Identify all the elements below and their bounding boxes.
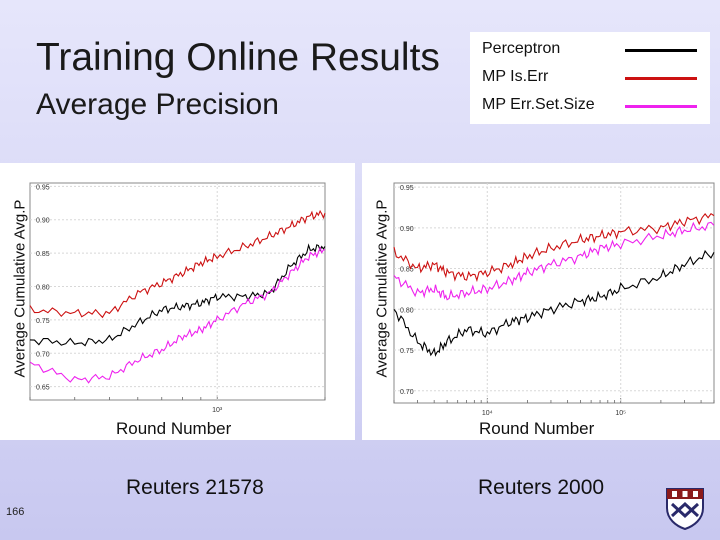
y-tick-label: 0.80	[36, 284, 50, 291]
y-tick-label: 0.65	[36, 385, 50, 392]
legend-swatch	[625, 77, 697, 80]
x-tick-label: 10⁴	[482, 410, 493, 417]
legend: Perceptron MP Is.Err MP Err.Set.Size	[470, 32, 710, 124]
y-tick-label: 0.70	[36, 351, 50, 358]
y-tick-label: 0.75	[36, 318, 50, 325]
y-tick-label: 0.95	[36, 184, 50, 191]
plot-area	[393, 182, 715, 404]
x-tick-label: 10³	[212, 407, 223, 414]
slide-subtitle: Average Precision	[36, 88, 279, 121]
series-line-perceptron	[29, 243, 326, 347]
chart-reuters-21578: 0.65 0.70 0.75 0.80 0.85 0.90 0.95 10³	[29, 182, 326, 414]
legend-swatch	[625, 49, 697, 52]
series-line-mp-err-set-size	[393, 221, 715, 301]
series-line-mp-err-set-size	[29, 246, 326, 384]
series-line-mp-is-err	[29, 209, 326, 319]
x-tick-label: 10⁵	[615, 410, 626, 417]
chart-reuters-2000: 0.70 0.75 0.80 0.85 0.90 0.95 10⁴ 10⁵	[393, 182, 715, 417]
plot-area	[29, 182, 326, 401]
y-tick-label: 0.90	[400, 226, 414, 233]
y-axis-label: Average Cumulative Avg.P	[373, 199, 391, 378]
chart-panel-reuters-21578: 0.65 0.70 0.75 0.80 0.85 0.90 0.95 10³ Average …	[0, 163, 355, 440]
y-tick-label: 0.85	[36, 251, 50, 258]
y-tick-label: 0.90	[36, 218, 50, 225]
y-tick-label: 0.85	[400, 267, 414, 274]
chart-caption-reuters-2000: Reuters 2000	[478, 476, 605, 499]
legend-item-perceptron: Perceptron	[470, 36, 710, 64]
y-tick-label: 0.75	[400, 348, 414, 355]
y-tick-label: 0.70	[400, 389, 414, 396]
legend-item-mp-is-err: MP Is.Err	[470, 64, 710, 92]
chart-panel-reuters-2000: 0.70 0.75 0.80 0.85 0.90 0.95 10⁴ 10⁵ Average C…	[362, 163, 720, 440]
slide-number: 166	[6, 506, 25, 518]
legend-swatch	[625, 105, 697, 108]
x-axis-label: Round Number	[116, 419, 232, 438]
y-axis-label: Average Cumulative Avg.P	[11, 199, 29, 378]
y-tick-label: 0.80	[400, 307, 414, 314]
legend-label: Perceptron	[482, 40, 561, 57]
legend-item-mp-err-set-size: MP Err.Set.Size	[470, 92, 710, 120]
x-axis-label: Round Number	[479, 419, 595, 438]
y-tick-label: 0.95	[400, 185, 414, 192]
slide-title: Training Online Results	[36, 36, 440, 79]
legend-label: MP Is.Err	[482, 68, 549, 85]
chart-caption-reuters-21578: Reuters 21578	[126, 476, 264, 499]
university-shield-icon	[666, 488, 704, 530]
legend-label: MP Err.Set.Size	[482, 96, 595, 113]
series-line-mp-is-err	[393, 212, 715, 283]
series-line-perceptron	[393, 249, 715, 357]
